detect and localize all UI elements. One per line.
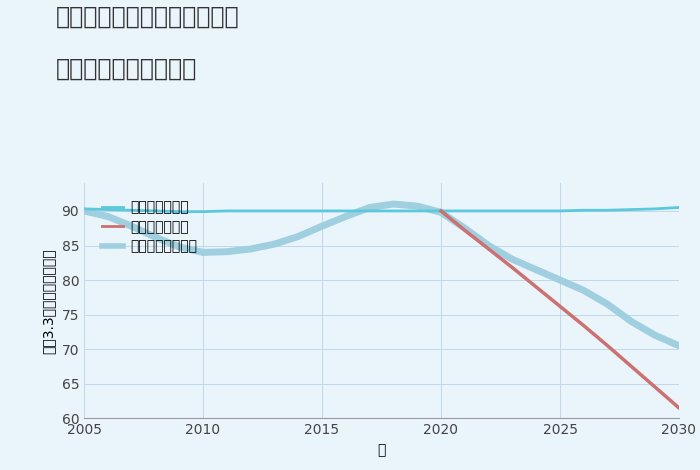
Legend: グッドシナリオ, バッドシナリオ, ノーマルシナリオ: グッドシナリオ, バッドシナリオ, ノーマルシナリオ <box>97 195 203 259</box>
Y-axis label: 坪（3.3㎡）単価（万円）: 坪（3.3㎡）単価（万円） <box>42 248 56 353</box>
Text: 愛知県北設楽郡東栄町下田の: 愛知県北設楽郡東栄町下田の <box>56 5 239 29</box>
Text: 中古戸建ての価格推移: 中古戸建ての価格推移 <box>56 56 197 80</box>
X-axis label: 年: 年 <box>377 443 386 457</box>
